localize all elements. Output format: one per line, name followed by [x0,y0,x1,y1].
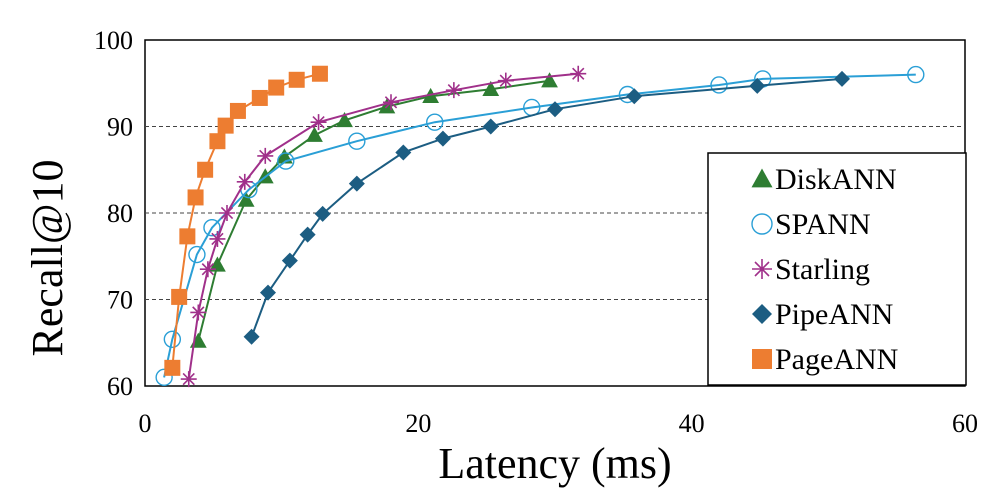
y-tick-label: 80 [107,199,133,228]
data-point-pageann [311,65,328,82]
data-point-diskann [306,126,323,142]
data-point-diskann [189,332,207,348]
y-tick-label: 100 [94,26,133,55]
data-point-starling [310,114,327,131]
series-line-starling [187,72,579,380]
data-point-pipeann [299,226,316,243]
y-tick-label: 90 [107,113,133,142]
data-point-pipeann [260,284,276,301]
legend-label-pipeann: PipeANN [775,298,893,331]
data-point-starling [383,94,399,111]
data-point-pipeann [243,328,260,345]
x-axis-label: Latency (ms) [438,439,671,488]
data-point-pipeann [314,205,331,222]
x-tick-label: 40 [679,409,705,438]
legend-label-starling: Starling [775,253,870,286]
data-point-pageann [187,189,204,206]
data-point-starling [257,147,274,164]
data-point-starling [180,371,197,388]
legend-label-diskann: DiskANN [775,163,897,196]
legend-marker-spann [751,213,773,235]
series-line-spann [163,73,916,378]
data-point-diskann [237,191,255,207]
data-point-starling [190,304,207,321]
legend-item-spann: SPANN [751,208,871,241]
data-point-diskann [336,112,353,128]
series-layer [155,65,925,388]
data-point-pageann [217,117,234,134]
x-tick-label: 0 [139,409,152,438]
data-point-diskann [482,80,500,97]
data-point-diskann [209,256,226,272]
data-point-starling [570,65,587,82]
y-axis-label: Recall@10 [23,160,72,357]
data-point-pipeann [348,175,365,192]
legend-item-pageann: PageANN [752,343,898,376]
data-point-spann [426,113,444,131]
data-point-starling [219,205,235,221]
legend-marker-starling [752,259,772,279]
data-point-pageann [229,102,246,119]
legend-item-starling: Starling [752,253,870,286]
data-point-pipeann [434,130,451,147]
data-point-pipeann [749,77,766,94]
data-point-pageann [209,133,226,150]
data-point-spann [277,152,295,170]
y-tick-label: 70 [107,286,133,315]
data-point-spann [907,65,925,84]
legend-item-diskann: DiskANN [751,163,897,196]
data-point-starling [236,173,253,190]
legend-marker-pipeann [752,304,772,324]
data-point-starling [497,72,514,89]
data-point-pipeann [395,144,412,161]
data-point-spann [163,330,182,348]
data-point-pipeann [482,118,499,135]
legend-marker-diskann [751,168,773,188]
data-point-pageann [251,89,268,106]
legend-marker-pageann [752,349,772,369]
data-point-pageann [268,79,285,96]
series-line-diskann [197,79,550,342]
data-point-starling [199,261,216,278]
data-point-pipeann [626,88,643,105]
data-point-spann [155,368,173,387]
x-tick-label: 20 [405,409,431,438]
legend-label-spann: SPANN [775,208,871,241]
legend-box [707,152,967,386]
data-point-spann [710,76,728,94]
data-point-pipeann [547,101,563,118]
data-point-pageann [164,359,181,376]
data-point-spann [203,219,221,237]
tick-labels: 60 70 80 90 100 0 20 40 60 [94,26,978,438]
data-point-pageann [171,288,188,305]
series-pipeann [243,70,850,345]
data-point-pageann [179,228,196,245]
data-point-spann [188,245,206,264]
series-pageann [164,65,328,376]
data-point-starling [445,82,462,99]
data-point-diskann [541,72,558,88]
data-point-pageann [197,161,214,178]
data-point-pipeann [281,252,298,269]
legend-label-pageann: PageANN [775,343,898,376]
series-starling [180,65,587,388]
data-point-starling [209,230,226,247]
y-tick-label: 60 [107,372,133,401]
data-point-spann [348,132,366,150]
data-point-pageann [288,71,305,88]
x-tick-label: 60 [952,409,978,438]
data-point-pipeann [834,70,850,87]
series-line-pageann [171,72,321,368]
legend: DiskANN SPANN Starling PipeANN PageANN [707,152,967,386]
legend-item-pipeann: PipeANN [752,298,893,331]
grid-lines [145,126,965,300]
